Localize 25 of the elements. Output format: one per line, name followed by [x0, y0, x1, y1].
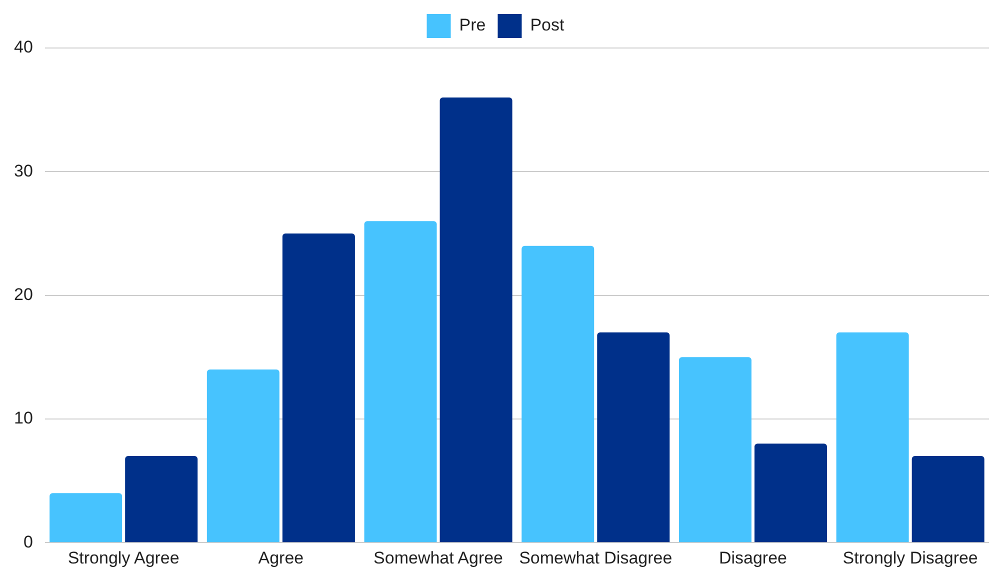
y-tick-label: 30: [14, 161, 33, 180]
x-tick-label: Somewhat Agree: [374, 548, 504, 568]
legend-label: Pre: [459, 16, 486, 35]
bar: [50, 493, 122, 542]
bar: [125, 456, 198, 542]
bar: [522, 246, 594, 542]
bar: [597, 332, 670, 542]
bar: [206, 369, 280, 542]
bar: [282, 233, 355, 542]
bar: [754, 444, 827, 542]
x-tick-label: Disagree: [718, 548, 787, 568]
y-tick-label: 20: [14, 284, 33, 304]
bar: [836, 332, 909, 542]
y-tick-label: 40: [14, 38, 33, 57]
x-tick-label: Strongly Disagree: [842, 548, 978, 568]
x-tick-label: Agree: [258, 548, 304, 568]
y-tick-label: 10: [14, 408, 33, 428]
x-tick-label: Somewhat Disagree: [519, 548, 672, 568]
y-tick-label: 0: [23, 532, 33, 552]
bar: [364, 221, 437, 542]
legend-label: Post: [530, 16, 565, 35]
bar: [912, 456, 984, 542]
bar: [678, 357, 752, 542]
bar: [440, 97, 512, 542]
x-tick-label: Strongly Agree: [68, 548, 180, 568]
